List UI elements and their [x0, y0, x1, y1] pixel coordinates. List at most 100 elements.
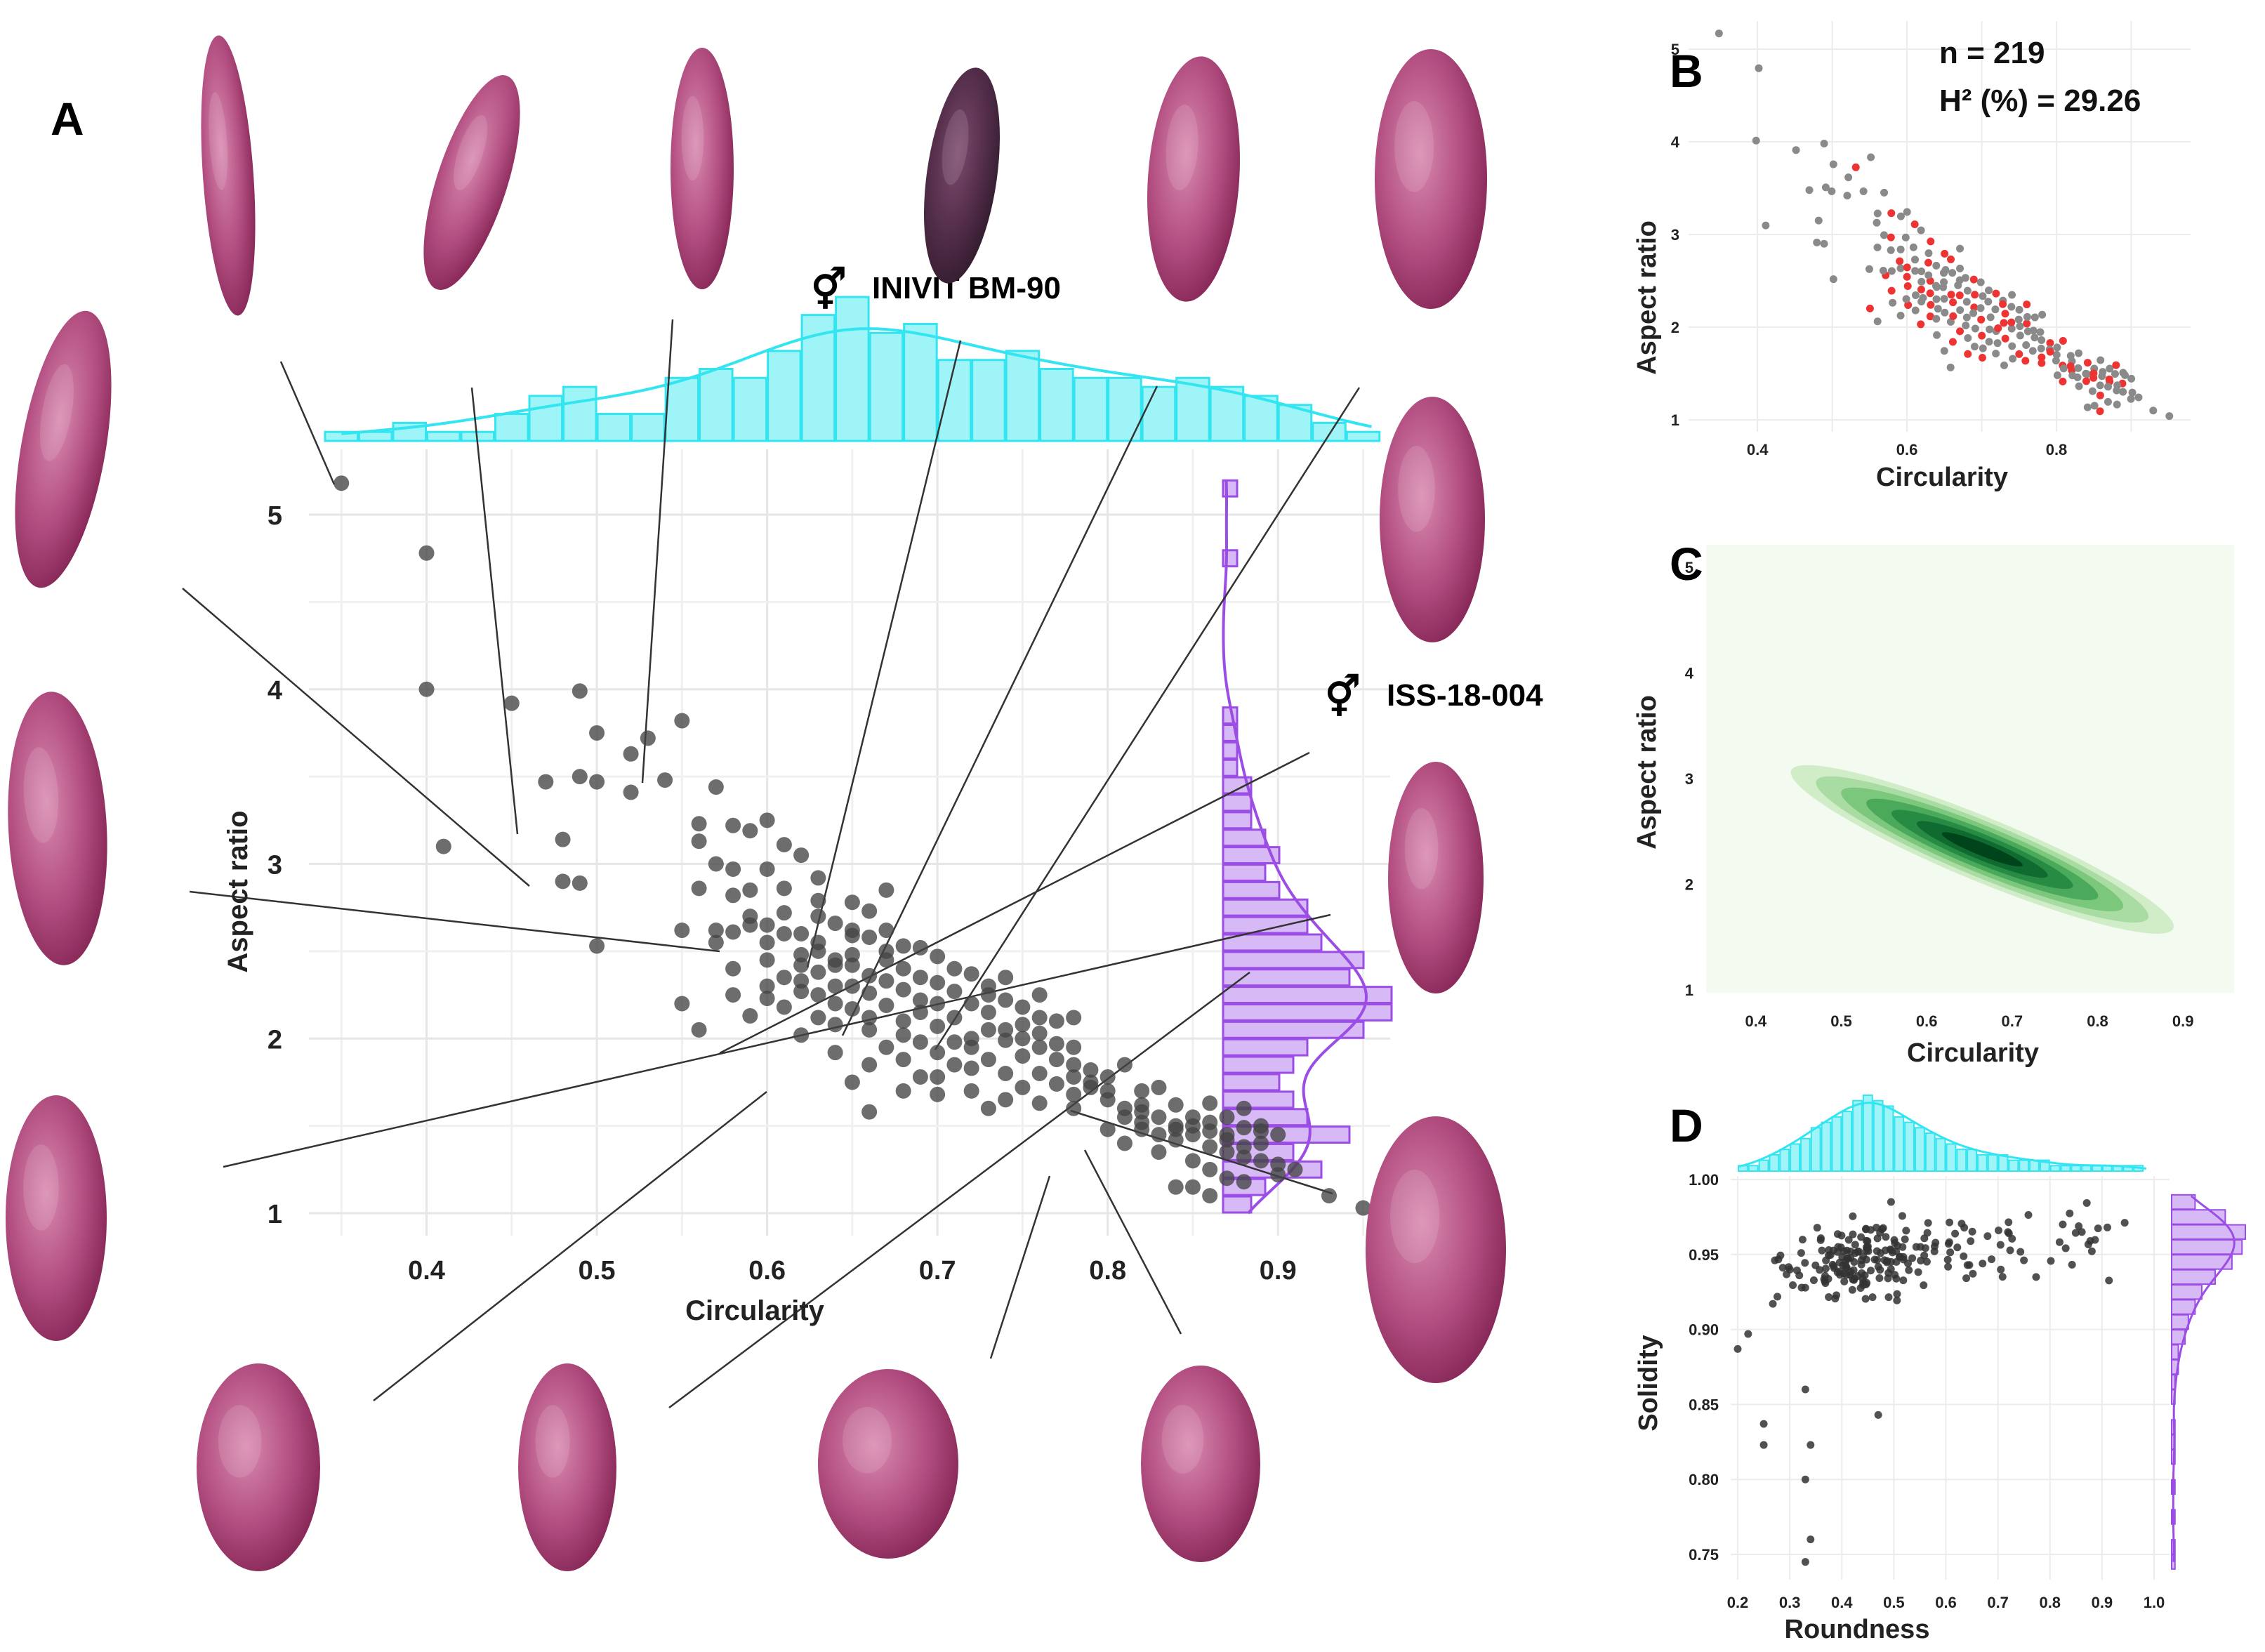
highlighted-point	[2021, 357, 2030, 365]
data-point	[1821, 1271, 1829, 1280]
data-point	[1873, 243, 1882, 251]
data-point	[1821, 1264, 1830, 1273]
histogram-bar	[1039, 368, 1074, 442]
data-point	[1822, 1256, 1830, 1264]
parent-label-inivit: ⚥ INIVIT BM-90	[811, 266, 1061, 312]
data-point	[2053, 343, 2061, 352]
data-point	[725, 960, 741, 977]
data-point	[2022, 341, 2030, 350]
data-point	[759, 917, 775, 933]
y-tick-label: 1	[1685, 982, 1693, 999]
histogram-bar	[664, 376, 700, 442]
tuber-body	[6, 1095, 107, 1341]
data-point	[878, 973, 894, 989]
histogram-bar	[1987, 1154, 1998, 1172]
leader-line	[182, 588, 530, 887]
parent-label-iss: ⚥ ISS-18-004	[1325, 673, 1543, 719]
highlighted-point	[2096, 407, 2104, 416]
x-tick-label: 0.7	[919, 1256, 956, 1286]
data-point	[844, 923, 860, 939]
data-point	[708, 856, 724, 872]
data-point	[776, 926, 792, 941]
highlighted-point	[1971, 291, 1979, 299]
data-point	[776, 970, 792, 986]
data-point	[1956, 264, 1964, 272]
data-point	[998, 992, 1014, 1008]
data-point	[2066, 1209, 2074, 1217]
data-point	[2134, 393, 2143, 402]
tuber-photo-icon	[423, 75, 520, 290]
data-point	[1984, 298, 1993, 306]
highlighted-point	[2007, 318, 2016, 326]
data-point	[998, 1092, 1014, 1108]
data-point	[2020, 1256, 2028, 1264]
data-point	[1867, 1267, 1875, 1275]
data-point	[1946, 1248, 1955, 1257]
x-tick-label: 0.7	[1987, 1594, 2009, 1611]
highlighted-point	[2046, 348, 2054, 356]
data-point	[1896, 1253, 1904, 1261]
data-point	[1759, 1441, 1768, 1449]
histogram-bar	[2171, 1269, 2217, 1286]
data-point	[2113, 381, 2122, 390]
highlighted-point	[1903, 282, 1912, 291]
data-point	[2149, 407, 2158, 415]
data-point	[1809, 1276, 1818, 1284]
data-point	[1801, 1283, 1809, 1292]
leader-line	[934, 387, 1361, 1050]
y-tick-label: 4	[268, 676, 282, 706]
data-point	[1066, 1086, 1082, 1102]
histogram-bar	[1005, 350, 1041, 442]
data-point	[2052, 357, 2060, 365]
data-point	[2106, 364, 2114, 373]
data-point	[861, 985, 878, 1001]
data-point	[1828, 1260, 1837, 1269]
data-point	[1825, 1293, 1833, 1301]
data-point	[2052, 350, 2061, 359]
histogram-bar	[1209, 385, 1245, 442]
tuber-highlight	[23, 747, 59, 843]
data-point	[1752, 136, 1760, 145]
data-point	[1962, 1274, 1971, 1283]
histogram-bar	[1222, 1195, 1253, 1214]
data-point	[2059, 1220, 2067, 1229]
data-point	[1969, 1269, 1977, 1278]
histogram-bar	[2060, 1165, 2071, 1172]
data-point	[742, 917, 758, 933]
data-point	[1031, 1095, 1048, 1111]
tuber-photo-icon	[6, 1095, 107, 1341]
data-point	[1755, 64, 1763, 72]
data-point	[1891, 1271, 1899, 1279]
histogram-bar	[1222, 811, 1253, 830]
data-point	[1202, 1095, 1218, 1111]
leader-line	[668, 971, 1250, 1409]
x-tick-label: 1.0	[2144, 1594, 2165, 1611]
highlighted-point	[1904, 301, 1913, 310]
data-point	[1842, 1256, 1851, 1264]
data-point	[1858, 1269, 1866, 1277]
histogram-bar	[1107, 376, 1142, 442]
histogram-bar	[2171, 1254, 2233, 1270]
highlighted-point	[2046, 338, 2054, 347]
panel-d-y-axis-label: Solidity	[1634, 1335, 1663, 1431]
data-point	[2088, 387, 2096, 395]
data-point	[912, 1034, 928, 1050]
y-tick-label: 0.75	[1689, 1546, 1719, 1564]
panel-label-d: D	[1670, 1099, 1703, 1151]
data-point	[1863, 1243, 1872, 1252]
panel-b-y-axis-label: Aspect ratio	[1632, 220, 1662, 375]
highlighted-point	[1949, 312, 1957, 320]
data-point	[1776, 1251, 1785, 1260]
histogram-bar	[1222, 793, 1253, 812]
data-point	[1236, 1120, 1252, 1136]
data-point	[572, 683, 588, 699]
tuber-highlight	[454, 114, 488, 190]
tuber-highlight	[1404, 808, 1439, 890]
data-point	[1048, 1076, 1064, 1092]
data-point	[1818, 1246, 1826, 1255]
data-point	[2087, 1247, 2096, 1255]
data-point	[1986, 313, 1995, 322]
data-point	[1984, 286, 1993, 295]
data-point	[1893, 1290, 1901, 1298]
histogram-bar	[528, 395, 564, 442]
